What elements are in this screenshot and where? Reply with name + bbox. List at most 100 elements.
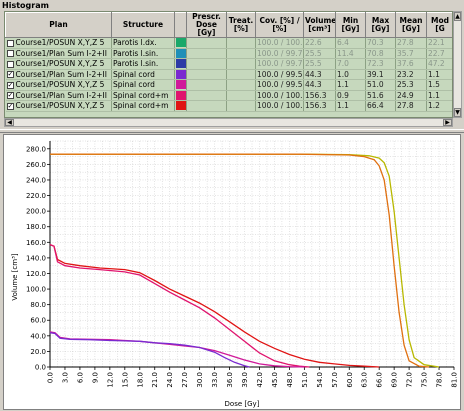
x-axis-label: Dose [Gy] [225, 400, 260, 408]
x-tick-label: 75.0 [421, 372, 429, 388]
col-header-plan[interactable]: Plan [5, 12, 112, 38]
y-tick-label: 20.0 [30, 348, 46, 356]
x-tick-label: 21.0 [151, 372, 159, 388]
table-row[interactable]: Course1/Plan Sum I-2+II Parotis l.sin. 100… [5, 48, 452, 59]
cov-cell: 100.0 / 99.7 [255, 48, 304, 59]
volume-cell: 44.3 [303, 79, 336, 91]
chart-grid [49, 140, 455, 368]
plan-cell: Course1/Plan Sum I-2+II [5, 48, 112, 59]
volume-cell: 25.5 [303, 58, 336, 70]
x-tick-label: 60.0 [346, 372, 354, 388]
scroll-left-arrow-icon[interactable]: ◀ [5, 119, 14, 126]
max-cell: 51.0 [365, 79, 396, 91]
table-row[interactable]: ✓ Course1/Plan Sum I-2+II Spinal cord+m 100… [5, 90, 452, 101]
plan-cell: ✓ Course1/Plan Sum I-2+II [5, 69, 112, 80]
x-tick-label: 72.0 [406, 372, 414, 388]
structure-cell: Spinal cord+m [111, 100, 175, 112]
table-horizontal-scrollbar[interactable]: ◀ ▶ [4, 118, 453, 127]
table-row[interactable]: Course1/POSUN X,Y,Z 5 Parotis l.sin. 100.0… [5, 58, 452, 70]
y-tick-label: 120.0 [26, 270, 46, 278]
table-row[interactable]: ✓ Course1/POSUN X,Y,Z 5 Spinal cord 100.0 /… [5, 79, 452, 91]
checkbox-checked-icon[interactable]: ✓ [6, 70, 14, 79]
checkbox-unchecked-icon[interactable] [6, 39, 14, 47]
x-tick-label: 6.0 [76, 372, 84, 383]
x-tick-label: 81.0 [451, 372, 459, 388]
table-row[interactable]: ✓ Course1/Plan Sum I-2+II Spinal cord 100.0… [5, 69, 452, 80]
structure-color-swatch [176, 59, 186, 69]
color-swatch-cell [174, 37, 187, 49]
col-header-volume[interactable]: Volume [cm³] [303, 12, 336, 38]
table-vertical-scrollbar[interactable]: ▲ ▼ [453, 11, 462, 118]
col-header-min[interactable]: Min [Gy] [335, 12, 366, 38]
max-cell: 70.3 [365, 37, 396, 49]
checkbox-checked-icon[interactable]: ✓ [6, 91, 14, 100]
col-header-max[interactable]: Max [Gy] [365, 12, 396, 38]
mod-cell: 22.7 [426, 48, 452, 59]
checkbox-checked-icon[interactable]: ✓ [6, 101, 14, 110]
scroll-down-arrow-icon[interactable]: ▼ [454, 108, 461, 117]
dvh-plot-frame: 0.0 20.0 40.0 60.0 80.0 100.0 120.0 140.0 160.0 1… [3, 134, 461, 410]
mod-cell: 1.5 [426, 79, 452, 91]
col-header-mod[interactable]: Mod [G [426, 12, 452, 38]
panel-splitter[interactable] [0, 129, 464, 133]
mean-cell: 37.6 [395, 58, 427, 70]
y-tick-label: 180.0 [26, 223, 46, 231]
structure-color-swatch [176, 80, 186, 90]
plan-label: Course1/POSUN X,Y,Z 5 [15, 101, 105, 111]
cov-cell: 100.0 / 99.5 [255, 79, 304, 91]
col-header-treat[interactable]: Treat. [%] [226, 12, 256, 38]
col-header-structure[interactable]: Structure [111, 12, 175, 38]
plan-label: Course1/POSUN X,Y,Z 5 [15, 59, 105, 69]
col-header-prescr-dose[interactable]: Prescr. Dose [Gy] [186, 12, 227, 38]
x-tick-label: 48.0 [286, 372, 294, 388]
mean-cell: 23.2 [395, 69, 427, 80]
checkbox-unchecked-icon[interactable] [6, 60, 14, 68]
scroll-up-arrow-icon[interactable]: ▲ [454, 12, 461, 21]
x-tick-label: 66.0 [376, 372, 384, 388]
mean-cell: 27.8 [395, 100, 427, 112]
table-header-row: Plan Structure Prescr. Dose [Gy] Treat. … [5, 12, 452, 38]
y-tick-label: 240.0 [26, 176, 46, 184]
table-row[interactable]: ✓ Course1/POSUN X,Y,Z 5 Spinal cord+m 100.0… [5, 100, 452, 112]
volume-cell: 22.6 [303, 37, 336, 49]
plan-cell: ✓ Course1/POSUN X,Y,Z 5 [5, 100, 112, 112]
plan-label: Course1/Plan Sum I-2+II [15, 90, 107, 100]
y-tick-label: 100.0 [26, 286, 46, 294]
structure-cell: Parotis l.dx. [111, 37, 175, 49]
table-row[interactable]: Course1/POSUN X,Y,Z 5 Parotis l.dx. 100.0 … [5, 37, 452, 49]
checkbox-checked-icon[interactable]: ✓ [6, 80, 14, 89]
x-tick-label: 0.0 [47, 372, 55, 383]
prescr-dose-cell [186, 58, 227, 70]
x-tick-label: 15.0 [121, 372, 129, 388]
color-swatch-cell [174, 79, 187, 91]
checkbox-unchecked-icon[interactable] [6, 50, 14, 58]
volume-cell: 25.5 [303, 48, 336, 59]
plan-label: Course1/Plan Sum I-2+II [15, 48, 107, 58]
prescr-dose-cell [186, 69, 227, 80]
x-tick-label: 33.0 [211, 372, 219, 388]
col-header-color[interactable] [174, 12, 187, 38]
cov-cell: 100.0 / 100.0 [255, 100, 304, 112]
dvh-chart: 0.0 20.0 40.0 60.0 80.0 100.0 120.0 140.0 160.0 1… [11, 140, 459, 408]
x-tick-label: 78.0 [436, 372, 444, 388]
chart-axes: 0.0 20.0 40.0 60.0 80.0 100.0 120.0 140.0 160.0 1… [26, 141, 459, 388]
prescr-dose-cell [186, 37, 227, 49]
x-tick-label: 39.0 [241, 372, 249, 388]
volume-cell: 44.3 [303, 69, 336, 80]
prescr-dose-cell [186, 48, 227, 59]
structure-cell: Spinal cord [111, 79, 175, 91]
y-tick-label: 0.0 [35, 364, 46, 372]
x-tick-label: 45.0 [271, 372, 279, 388]
min-cell: 1.0 [335, 69, 366, 80]
treat-cell [226, 37, 256, 49]
max-cell: 70.8 [365, 48, 396, 59]
x-tick-label: 18.0 [136, 372, 144, 388]
y-tick-label: 220.0 [26, 192, 46, 200]
scroll-right-arrow-icon[interactable]: ▶ [443, 119, 452, 126]
col-header-mean[interactable]: Mean [Gy] [395, 12, 427, 38]
prescr-dose-cell [186, 79, 227, 91]
min-cell: 7.0 [335, 58, 366, 70]
structure-color-swatch [176, 38, 186, 48]
col-header-cov[interactable]: Cov. [%] / [%] [255, 12, 304, 38]
max-cell: 72.3 [365, 58, 396, 70]
